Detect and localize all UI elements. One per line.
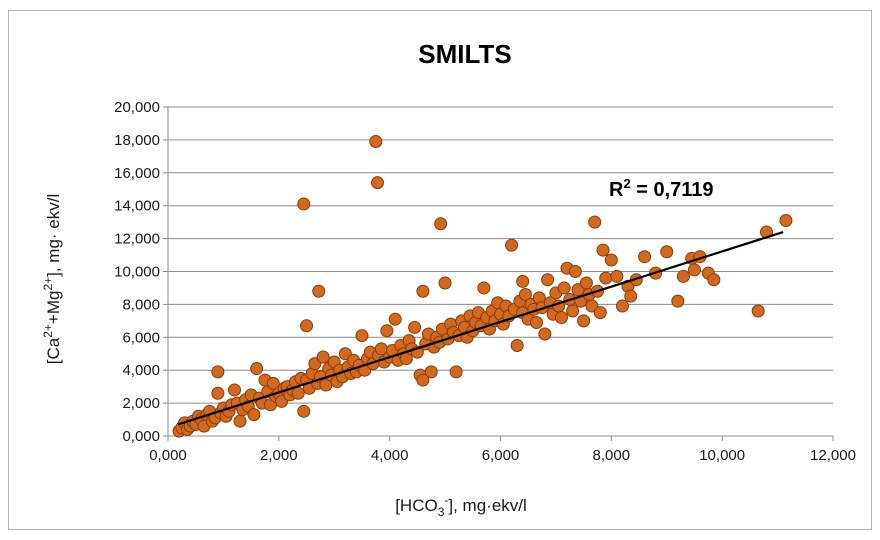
x-axis-label-post: ], mg·ekv/l [448,496,526,515]
x-tick-labels: 0,000 2,000 4,000 6,000 8,000 10,000 12,000 [149,447,856,464]
data-point [599,271,613,285]
data-point [566,304,580,318]
y-axis-label-sup1: 2+ [41,324,55,338]
data-point [671,294,685,308]
data-point [297,197,311,211]
data-point [624,289,638,303]
scatter-chart: SMILTS 0,000 2,000 4,000 6,000 8,000 10,000 12… [41,39,856,519]
data-point [676,269,690,283]
y-tick-label: 16,000 [114,165,160,182]
trendline [177,230,784,426]
data-point [505,238,519,252]
data-point [541,273,555,287]
data-point [779,214,793,228]
data-point [518,288,532,302]
data-point [687,263,701,277]
data-point [370,176,384,190]
data-point [416,284,430,298]
data-point [660,245,674,259]
data-point [751,304,765,318]
data-point [477,281,491,295]
data-point [577,314,591,328]
x-tick-label: 2,000 [260,447,298,464]
data-point [604,253,618,267]
data-point [312,284,326,298]
x-axis-label-pre: [HCO [395,496,438,515]
data-point [538,327,552,341]
data-point [300,319,314,333]
data-point [610,269,624,283]
y-tick-label: 8,000 [122,296,160,313]
y-axis-label-post: ], mg· ekv/l [44,194,63,277]
y-axis-label: [Ca2++Mg2+], mg· ekv/l [41,194,63,365]
chart-frame: SMILTS 0,000 2,000 4,000 6,000 8,000 10,000 12… [8,10,872,530]
y-tick-label: 14,000 [114,198,160,215]
chart-title: SMILTS [418,39,511,69]
x-tick-label: 4,000 [371,447,409,464]
data-point [516,274,530,288]
x-tick-label: 10,000 [699,447,745,464]
x-tick-label: 12,000 [810,447,856,464]
data-point [228,383,241,397]
data-point [297,404,311,418]
y-tick-label: 4,000 [122,362,160,379]
r2-exponent: 2 [623,176,630,191]
data-point [554,311,568,325]
data-point [615,299,629,313]
data-points [172,135,793,438]
x-tick-label: 0,000 [149,447,187,464]
y-axis-label-mid: +Mg [44,291,63,325]
data-point [250,362,264,376]
data-point [291,386,305,400]
y-tick-label: 20,000 [114,99,160,116]
x-tick-label: 8,000 [593,447,631,464]
data-point [355,329,369,343]
x-axis-label-sub: 3 [438,505,445,519]
y-tick-label: 6,000 [122,329,160,346]
data-point [568,265,582,278]
data-point [449,365,463,379]
data-point [530,315,544,329]
r2-letter: R [609,179,624,201]
data-point [707,273,721,287]
r-squared-annotation: R2 = 0,7119 [609,176,714,201]
data-point [369,135,383,149]
data-point [557,281,571,295]
data-point [266,376,280,390]
data-point [316,350,330,364]
y-axis-label-sup2: 2+ [41,277,55,291]
data-point [416,373,430,387]
data-point [247,408,261,422]
y-tick-label: 0,000 [122,428,160,445]
y-tick-label: 12,000 [114,231,160,248]
data-point [408,320,422,334]
r2-value: = 0,7119 [631,179,714,201]
y-axis-label-pre: [Ca [44,337,63,364]
data-point [434,217,448,231]
y-tick-label: 18,000 [114,132,160,149]
data-point [424,365,438,379]
data-point [510,339,524,353]
x-tick-label: 6,000 [482,447,520,464]
data-point [233,414,247,428]
data-point [380,324,394,338]
y-tick-labels: 0,000 2,000 4,000 6,000 8,000 10,000 12,000 14,… [114,99,160,445]
y-tick-label: 2,000 [122,395,160,412]
data-point [438,276,452,290]
data-point [211,365,225,379]
x-axis-label-sup: - [444,493,448,507]
trendline-group [177,230,784,426]
y-tick-label: 10,000 [114,264,160,281]
data-point [588,215,602,229]
data-point [579,276,593,290]
x-axis-label: [HCO3-], mg·ekv/l [395,493,527,519]
data-point [596,243,610,257]
grid-lines [168,106,833,404]
data-point [211,386,225,400]
data-point [638,250,652,264]
data-point [593,306,607,320]
data-point [388,312,402,326]
axes [163,106,834,441]
